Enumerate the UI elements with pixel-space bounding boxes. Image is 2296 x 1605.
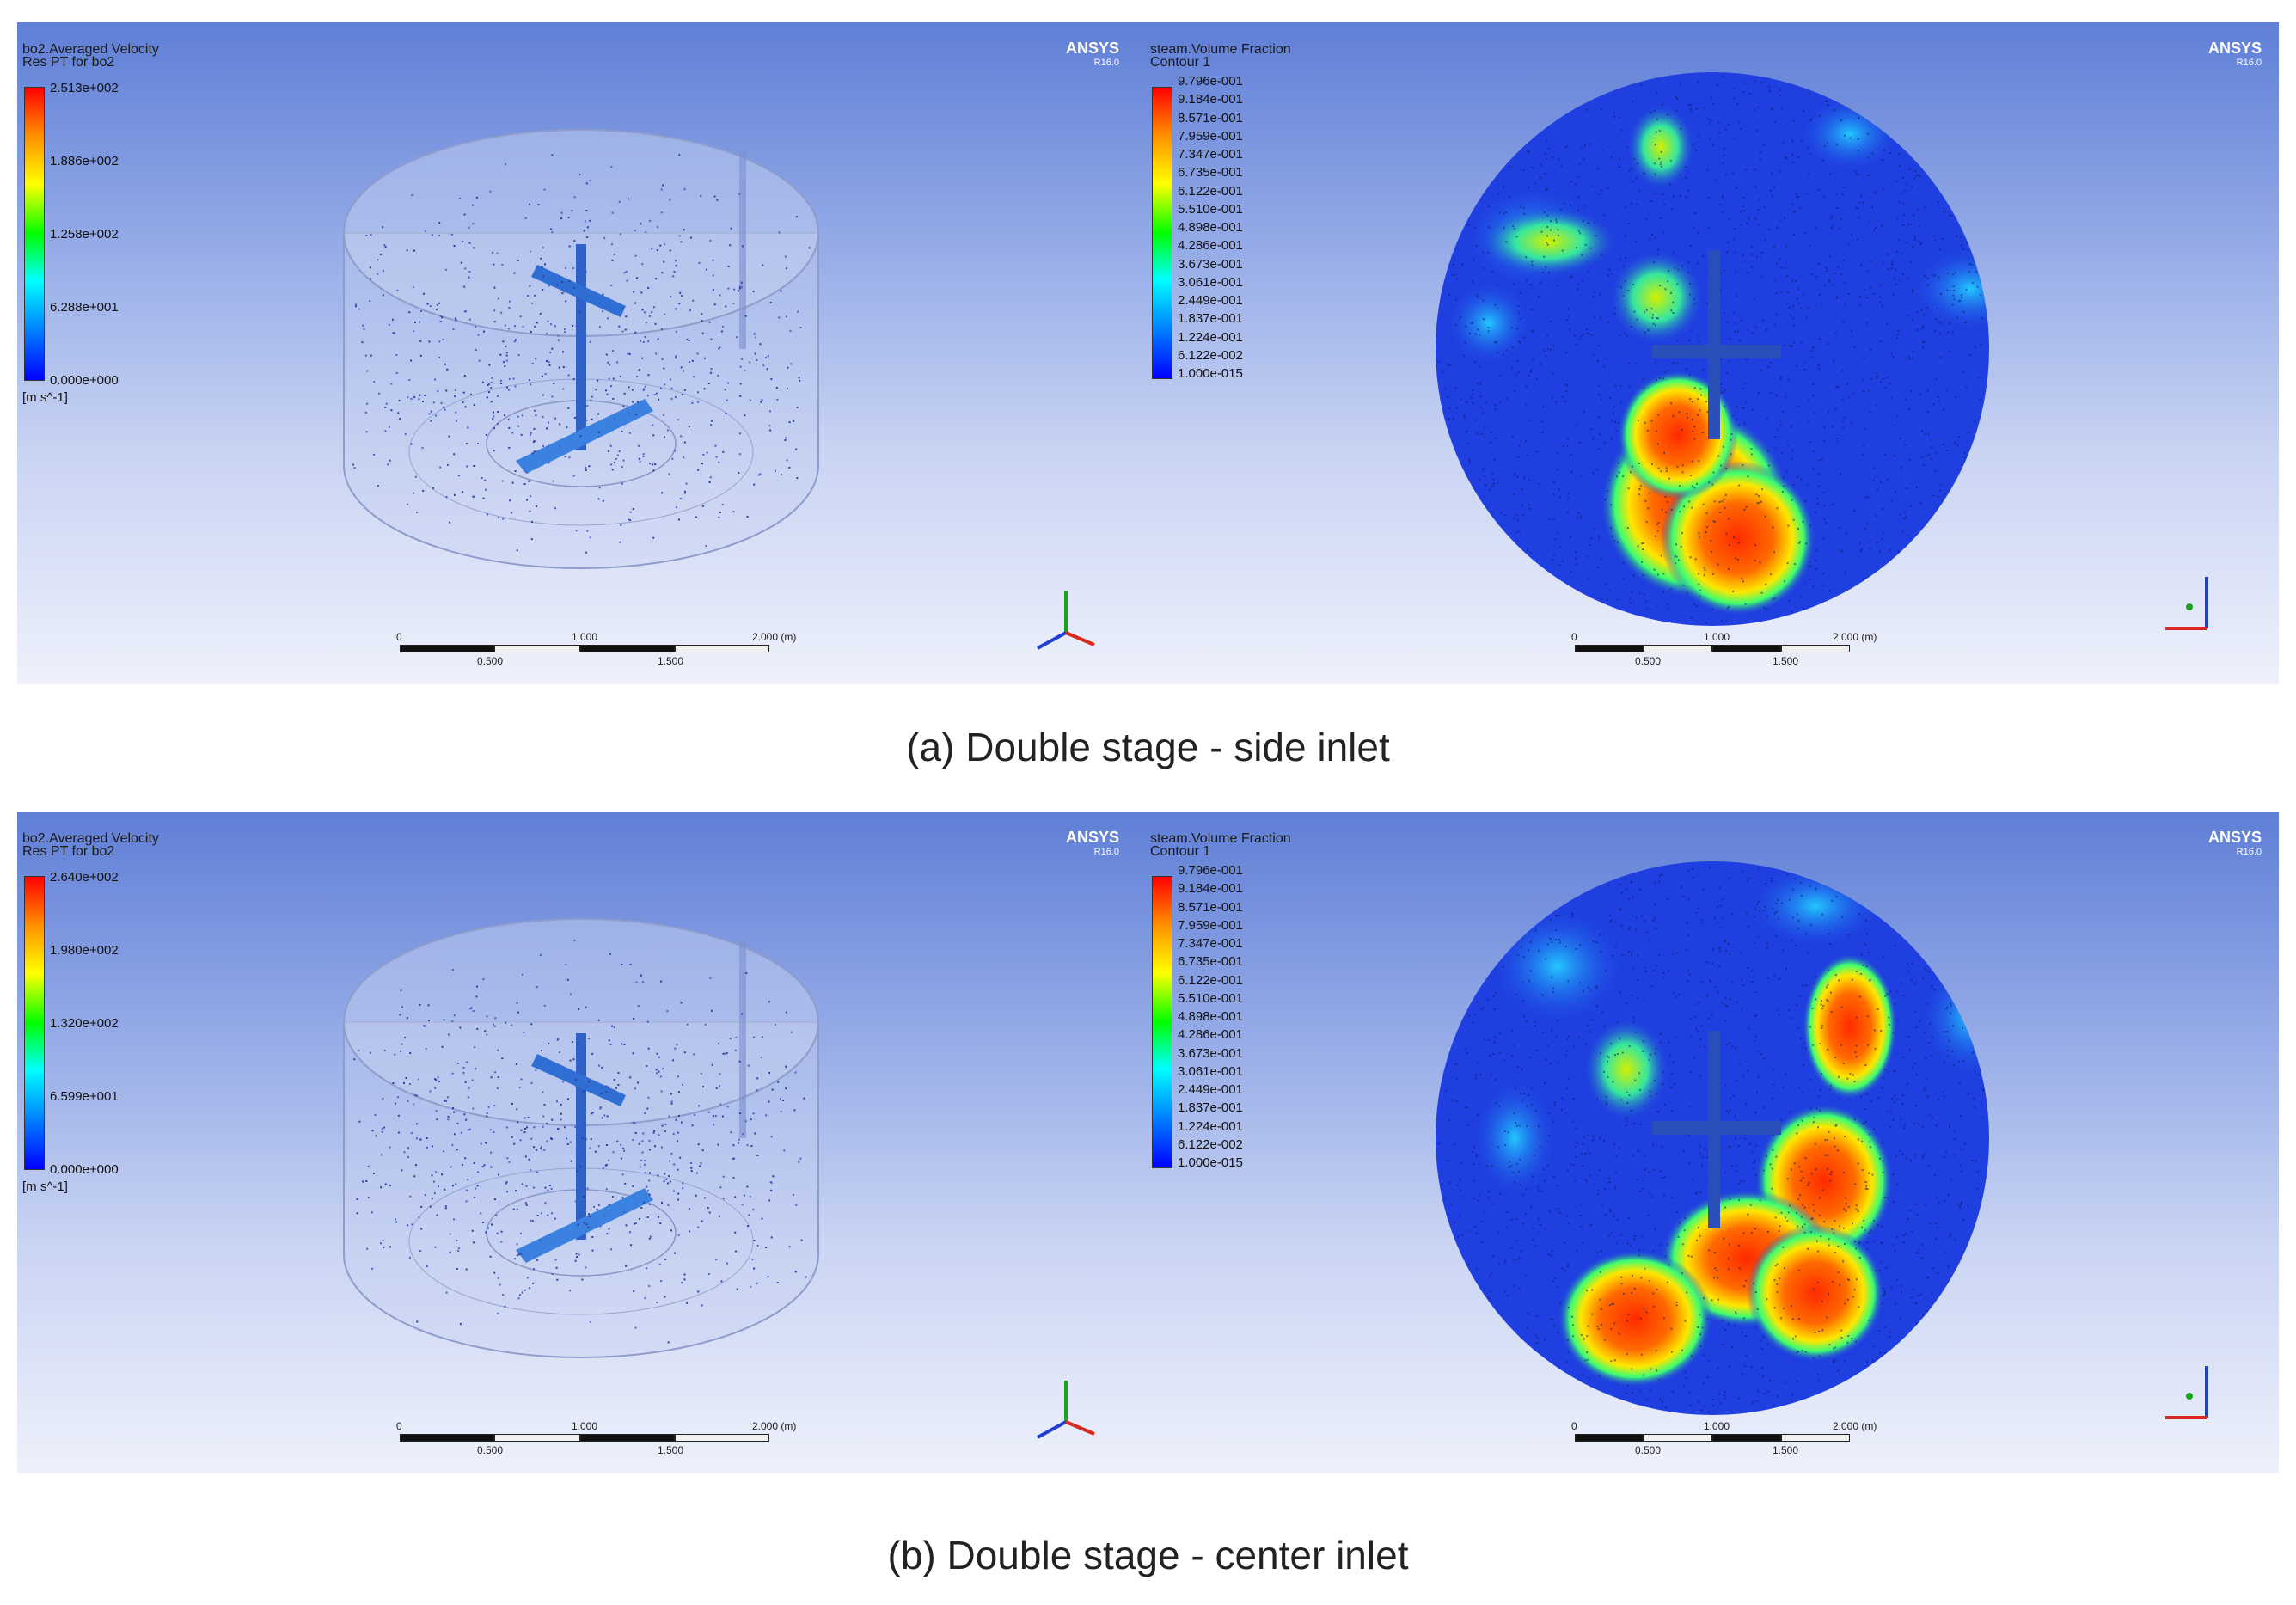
legend-subtitle: Contour 1 xyxy=(1150,844,1211,859)
side-inlet-pipe xyxy=(739,151,746,349)
impeller-shaft xyxy=(576,1033,586,1240)
legend-variable: steam.Volume Fraction xyxy=(1150,831,1291,846)
legend-title: steam.Volume Fraction Contour 1 xyxy=(1150,42,1408,70)
impeller-blade xyxy=(1652,1121,1781,1135)
tick-label: 1.837e-001 xyxy=(1178,311,1243,327)
lower-impeller-blade xyxy=(516,1188,653,1263)
tick-label: 9.796e-001 xyxy=(1178,74,1243,89)
tick-label: 1.224e-001 xyxy=(1178,1118,1243,1134)
tick-label: 4.898e-001 xyxy=(1178,220,1243,235)
tick-label: 8.571e-001 xyxy=(1178,110,1243,126)
color-bar xyxy=(24,876,45,1170)
tick-label: 1.886e+002 xyxy=(50,154,119,168)
impeller-shaft xyxy=(576,244,586,450)
legend-variable: bo2.Averaged Velocity xyxy=(22,831,159,846)
color-bar xyxy=(1152,87,1172,379)
tick-label: 9.184e-001 xyxy=(1178,92,1243,107)
axis-triad-icon xyxy=(2165,577,2208,630)
tick-label: 0.000e+000 xyxy=(50,373,119,388)
tank-geometry xyxy=(343,129,819,569)
tick-label: 6.122e-002 xyxy=(1178,1136,1243,1152)
legend-title: steam.Volume Fraction Contour 1 xyxy=(1150,831,1408,859)
ansys-logo: ANSYS R16.0 xyxy=(1065,829,1119,857)
lower-impeller-blade xyxy=(516,399,653,474)
velocity-panel-side-inlet: bo2.Averaged Velocity Res PT for bo2 2.5… xyxy=(17,22,1145,684)
tick-label: 6.599e+001 xyxy=(50,1089,119,1104)
legend-title: bo2.Averaged Velocity Res PT for bo2 xyxy=(22,42,280,70)
tick-label: 1.837e-001 xyxy=(1178,1100,1243,1116)
tick-label: 4.286e-001 xyxy=(1178,238,1243,254)
tick-label: 2.640e+002 xyxy=(50,870,119,885)
tick-label: 1.224e-001 xyxy=(1178,329,1243,345)
legend-variable: bo2.Averaged Velocity xyxy=(22,42,159,57)
tick-label: 1.320e+002 xyxy=(50,1016,119,1031)
color-bar xyxy=(1152,876,1172,1168)
tick-label: 1.000e-015 xyxy=(1178,1155,1243,1170)
tick-label: 7.347e-001 xyxy=(1178,936,1243,951)
unit-label: [m s^-1] xyxy=(22,390,68,405)
legend-subtitle: Res PT for bo2 xyxy=(22,55,115,70)
upper-impeller-blade xyxy=(531,265,626,317)
tick-label: 7.959e-001 xyxy=(1178,917,1243,933)
tick-label: 3.061e-001 xyxy=(1178,274,1243,290)
tick-label: 3.673e-001 xyxy=(1178,256,1243,272)
tick-label: 6.735e-001 xyxy=(1178,954,1243,970)
center-inlet-pipe xyxy=(739,940,746,1138)
tick-label: 6.288e+001 xyxy=(50,300,119,315)
unit-label: [m s^-1] xyxy=(22,1179,68,1194)
contour-plot xyxy=(1436,72,1989,626)
tick-label: 7.959e-001 xyxy=(1178,128,1243,144)
tick-label: 3.673e-001 xyxy=(1178,1045,1243,1061)
tick-label: 0.000e+000 xyxy=(50,1162,119,1177)
ansys-logo: ANSYS R16.0 xyxy=(1065,40,1119,68)
tick-label: 4.286e-001 xyxy=(1178,1027,1243,1043)
steam-fraction-panel-side-inlet: steam.Volume Fraction Contour 1 9.796e-0… xyxy=(1145,22,2279,684)
tick-label: 4.898e-001 xyxy=(1178,1009,1243,1024)
tick-label: 6.122e-001 xyxy=(1178,183,1243,199)
tick-label: 5.510e-001 xyxy=(1178,201,1243,217)
tick-label: 3.061e-001 xyxy=(1178,1063,1243,1079)
tick-label: 7.347e-001 xyxy=(1178,147,1243,162)
tank-geometry xyxy=(343,918,819,1358)
color-bar xyxy=(24,87,45,381)
particle-dots xyxy=(353,940,807,1344)
tick-label: 2.513e+002 xyxy=(50,81,119,95)
tick-label: 6.122e-001 xyxy=(1178,972,1243,988)
tick-label: 9.796e-001 xyxy=(1178,863,1243,878)
figure-caption-b: (b) Double stage - center inlet xyxy=(887,1533,1409,1577)
tick-label: 6.735e-001 xyxy=(1178,165,1243,181)
legend-title: bo2.Averaged Velocity Res PT for bo2 xyxy=(22,831,280,859)
contour-plot xyxy=(1436,861,1989,1415)
particle-dots xyxy=(352,154,811,554)
impeller-blade xyxy=(1652,345,1781,358)
legend-variable: steam.Volume Fraction xyxy=(1150,42,1291,57)
figure-caption-a: (a) Double stage - side inlet xyxy=(906,725,1390,769)
tick-label: 2.449e-001 xyxy=(1178,293,1243,308)
tick-label: 1.980e+002 xyxy=(50,943,119,958)
tick-label: 1.000e-015 xyxy=(1178,366,1243,381)
tick-label: 2.449e-001 xyxy=(1178,1082,1243,1097)
tick-label: 5.510e-001 xyxy=(1178,990,1243,1006)
tick-label: 9.184e-001 xyxy=(1178,881,1243,897)
velocity-panel-center-inlet: bo2.Averaged Velocity Res PT for bo2 2.6… xyxy=(17,812,1145,1473)
legend-subtitle: Contour 1 xyxy=(1150,55,1211,70)
axis-triad-icon xyxy=(2165,1366,2208,1419)
axis-triad-icon xyxy=(1037,591,1095,650)
ansys-logo: ANSYS R16.0 xyxy=(2207,40,2262,68)
tick-label: 1.258e+002 xyxy=(50,227,119,242)
axis-triad-icon xyxy=(1037,1381,1095,1439)
ansys-logo: ANSYS R16.0 xyxy=(2207,829,2262,857)
legend-subtitle: Res PT for bo2 xyxy=(22,844,115,859)
tick-label: 8.571e-001 xyxy=(1178,899,1243,915)
tick-label: 6.122e-002 xyxy=(1178,347,1243,363)
steam-fraction-panel-center-inlet: steam.Volume Fraction Contour 1 9.796e-0… xyxy=(1145,812,2279,1473)
